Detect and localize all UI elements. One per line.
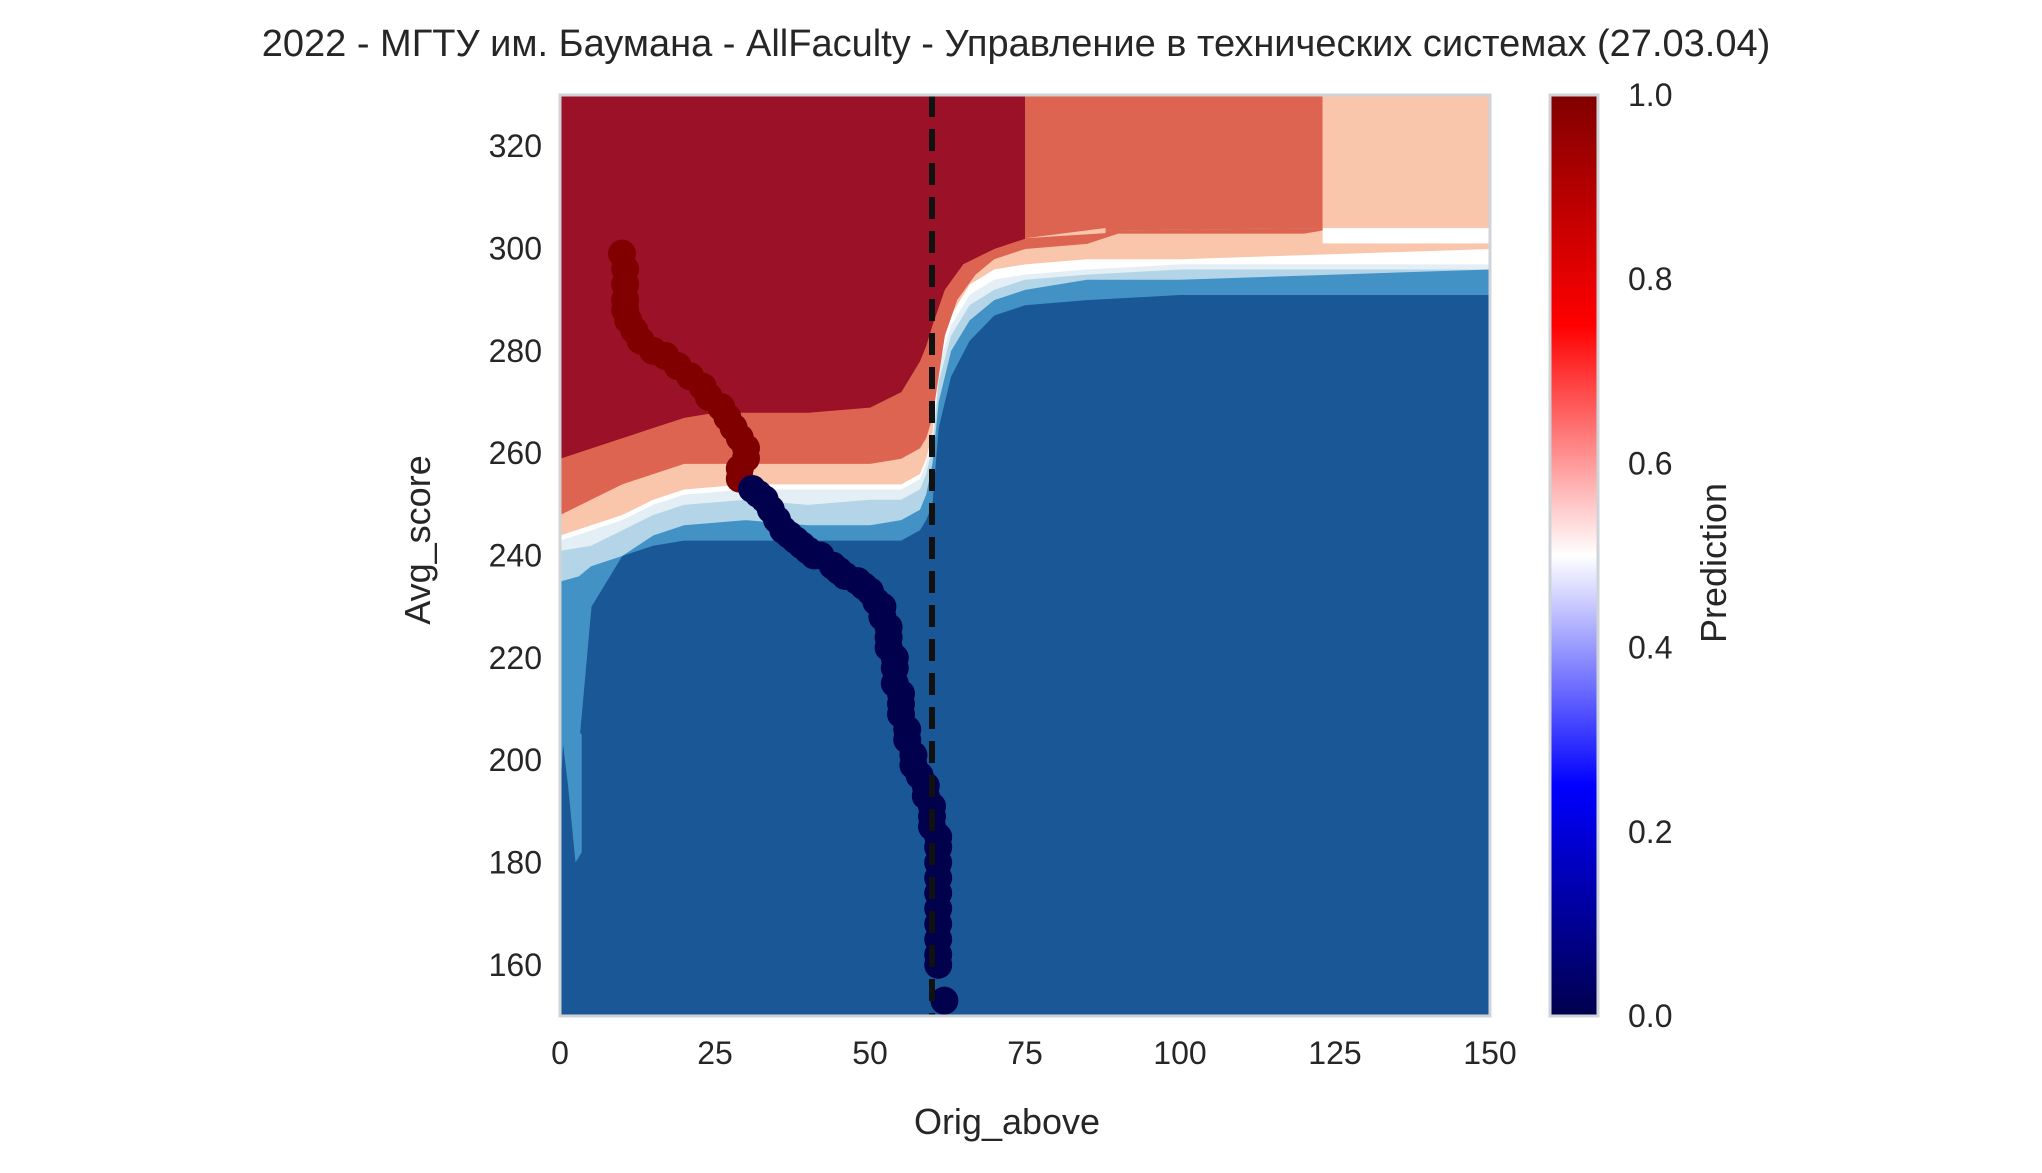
y-tick-label: 200 [489,742,542,778]
colorbar-ticks: 0.0 0.2 0.4 0.6 0.8 1.0 [1628,77,1672,1034]
colorbar: 0.0 0.2 0.4 0.6 0.8 1.0 Prediction [1548,77,1734,1034]
colorbar-tick-label: 0.8 [1628,261,1672,297]
x-axis: 0 25 50 75 100 125 150 [551,1035,1517,1071]
colorbar-tick-label: 0.4 [1628,630,1672,666]
colorbar-label: Prediction [1693,483,1734,643]
y-axis-label: Avg_score [397,455,438,624]
scatter-point-rejected [924,950,953,979]
y-tick-label: 240 [489,538,542,574]
x-tick-label: 25 [697,1035,733,1071]
colorbar-gradient [1548,93,1600,1018]
y-axis: 160 180 200 220 240 260 280 300 320 [489,128,542,983]
colorbar-tick-label: 0.0 [1628,998,1672,1034]
contour-band-top-salmon [1025,95,1323,239]
colorbar-tick-label: 0.2 [1628,814,1672,850]
x-tick-label: 0 [551,1035,569,1071]
y-tick-label: 180 [489,845,542,881]
scatter-point-rejected [930,986,959,1015]
plot-frame [558,93,1492,1018]
x-tick-label: 75 [1007,1035,1043,1071]
colorbar-tick-label: 0.6 [1628,445,1672,481]
contour-band-top-right-white [1322,228,1490,244]
y-tick-label: 160 [489,947,542,983]
y-tick-label: 320 [489,128,542,164]
plot-area [560,95,1490,1016]
x-axis-label: Orig_above [914,1101,1100,1142]
chart-title: 2022 - МГТУ им. Баумана - AllFaculty - У… [262,23,1771,65]
y-tick-label: 260 [489,435,542,471]
x-tick-label: 150 [1463,1035,1516,1071]
contour-band-top-right [1322,95,1490,229]
x-tick-label: 50 [852,1035,888,1071]
colorbar-tick-label: 1.0 [1628,77,1672,113]
contour-sliver-left [560,709,582,863]
y-tick-label: 300 [489,231,542,267]
contour-band-7 [560,95,1490,459]
x-tick-label: 100 [1153,1035,1206,1071]
y-tick-label: 220 [489,640,542,676]
y-tick-label: 280 [489,333,542,369]
x-tick-label: 125 [1308,1035,1361,1071]
